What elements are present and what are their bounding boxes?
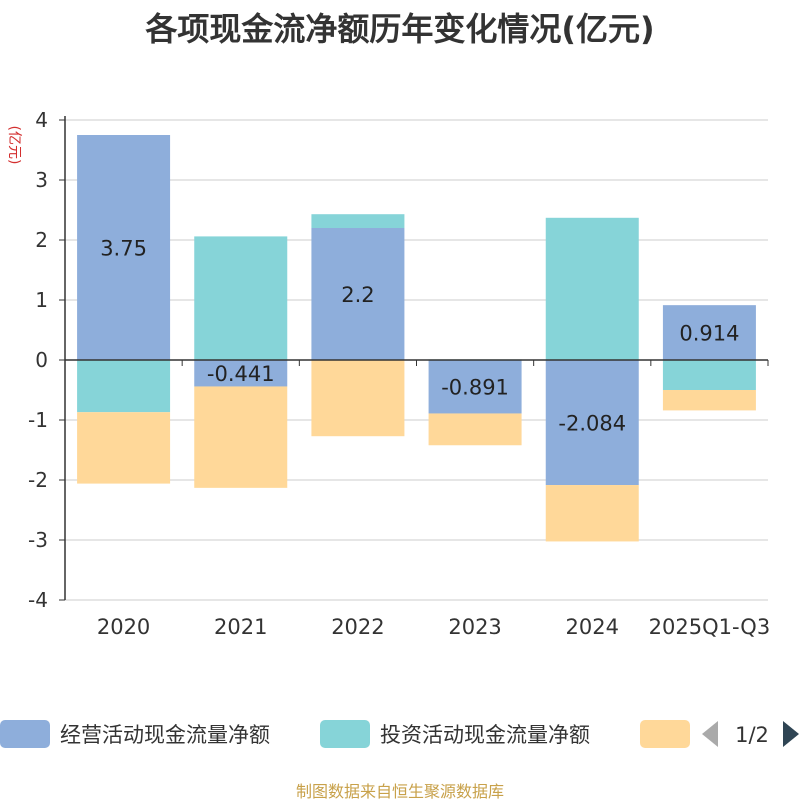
x-tick-label: 2025Q1-Q3 — [649, 615, 771, 639]
y-tick-label: -2 — [28, 468, 48, 492]
bar-2025Q1-Q3-series-2[interactable] — [662, 390, 756, 411]
bar-2022-series-1[interactable] — [311, 214, 405, 228]
chart-title: 各项现金流净额历年变化情况(亿元) — [145, 10, 655, 48]
gridlines — [65, 119, 768, 601]
x-tick-label: 2021 — [214, 615, 267, 639]
y-tick-label: -3 — [28, 528, 48, 552]
bar-2025Q1-Q3-series-0[interactable] — [662, 305, 756, 360]
bar-2023-series-2[interactable] — [428, 413, 522, 446]
x-tick-label: 2023 — [448, 615, 501, 639]
y-tick-label: 3 — [35, 168, 48, 192]
legend-label-0[interactable]: 经营活动现金流量净额 — [60, 723, 270, 747]
legend: 经营活动现金流量净额 投资活动现金流量净额 1/2 — [0, 720, 799, 748]
legend-next-arrow-icon[interactable] — [783, 721, 799, 747]
data-label: 2.2 — [341, 283, 374, 307]
source-footer: 制图数据来自恒生聚源数据库 — [295, 782, 504, 801]
bar-2020-series-0[interactable] — [77, 135, 171, 360]
data-label: -0.891 — [441, 376, 509, 400]
y-axis-unit-label: (亿元) — [6, 126, 22, 165]
legend-page-indicator: 1/2 — [735, 723, 769, 747]
bar-2021-series-0[interactable] — [194, 360, 288, 387]
bar-2023-series-0[interactable] — [428, 360, 522, 414]
bar-2021-series-1[interactable] — [194, 236, 288, 360]
y-tick-label: 0 — [35, 348, 48, 372]
legend-prev-arrow-icon[interactable] — [702, 721, 718, 747]
axes: 4 3 2 1 0 -1 -2 -3 -4 (亿元) 2020 2021 2022 2023 2024 202… — [6, 108, 770, 639]
legend-swatch-2[interactable] — [640, 720, 690, 748]
bars — [77, 135, 756, 542]
bar-2021-series-2[interactable] — [194, 386, 288, 488]
bar-2020-series-2[interactable] — [77, 412, 171, 484]
y-tick-label: -4 — [28, 588, 48, 612]
legend-label-1[interactable]: 投资活动现金流量净额 — [380, 723, 590, 747]
bar-2024-series-0[interactable] — [545, 360, 639, 486]
y-tick-label: 2 — [35, 228, 48, 252]
bar-2022-series-2[interactable] — [311, 360, 405, 437]
bar-2025Q1-Q3-series-1[interactable] — [662, 360, 756, 390]
y-tick-label: 4 — [35, 108, 48, 132]
data-label: 3.75 — [100, 237, 147, 261]
data-label: -2.084 — [558, 412, 626, 436]
y-tick-label: 1 — [35, 288, 48, 312]
bar-2024-series-2[interactable] — [545, 485, 639, 542]
bar-2022-series-0[interactable] — [311, 228, 405, 360]
data-labels: 3.75 -0.441 2.2 -0.891 -2.084 0.914 — [100, 237, 739, 436]
x-tick-label: 2022 — [331, 615, 384, 639]
data-label: -0.441 — [207, 362, 275, 386]
x-tick-label: 2020 — [97, 615, 150, 639]
bar-2020-series-1[interactable] — [77, 360, 171, 413]
bar-2024-series-1[interactable] — [545, 217, 639, 360]
legend-swatch-0[interactable] — [0, 720, 50, 748]
legend-swatch-1[interactable] — [320, 720, 370, 748]
data-label: 0.914 — [679, 322, 739, 346]
y-tick-label: -1 — [28, 408, 48, 432]
x-tick-label: 2024 — [566, 615, 619, 639]
